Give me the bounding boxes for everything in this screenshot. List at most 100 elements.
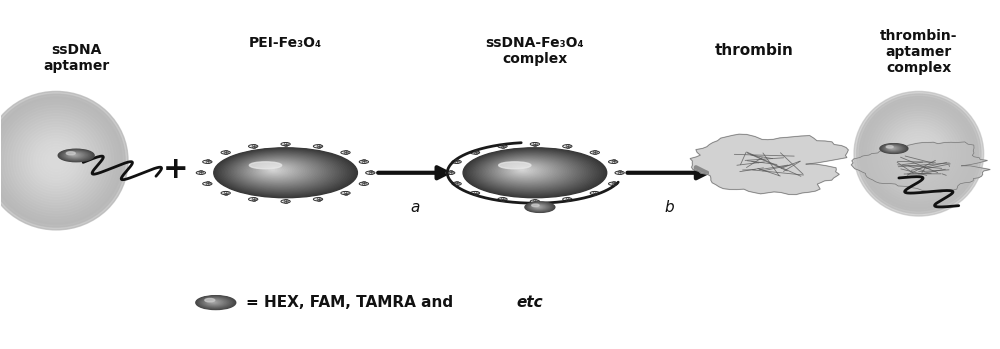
Ellipse shape (463, 148, 607, 198)
Circle shape (530, 204, 548, 210)
Ellipse shape (10, 116, 102, 205)
Circle shape (313, 145, 323, 148)
Ellipse shape (468, 149, 600, 195)
Ellipse shape (518, 168, 528, 172)
Ellipse shape (248, 161, 309, 181)
Text: ⊕: ⊕ (223, 148, 229, 157)
Ellipse shape (249, 162, 282, 169)
Circle shape (888, 147, 897, 150)
Ellipse shape (516, 168, 530, 172)
Circle shape (498, 198, 507, 201)
Ellipse shape (491, 158, 566, 184)
Ellipse shape (22, 127, 91, 194)
Ellipse shape (234, 156, 328, 188)
Ellipse shape (487, 157, 573, 186)
Text: ⊕: ⊕ (610, 179, 616, 188)
Ellipse shape (519, 169, 526, 171)
Circle shape (209, 300, 219, 304)
Circle shape (198, 297, 233, 309)
Circle shape (452, 160, 461, 163)
Ellipse shape (39, 144, 73, 177)
Text: ⊕: ⊕ (282, 197, 289, 206)
Ellipse shape (911, 146, 927, 161)
Ellipse shape (513, 166, 535, 174)
Ellipse shape (252, 162, 302, 179)
Circle shape (886, 146, 893, 148)
Circle shape (880, 144, 908, 153)
Ellipse shape (870, 106, 968, 201)
Circle shape (71, 154, 78, 156)
Circle shape (249, 145, 258, 148)
Circle shape (882, 144, 905, 152)
Text: ⊕: ⊕ (315, 142, 321, 151)
Text: ⊕: ⊕ (532, 140, 538, 149)
Text: ⊕: ⊕ (250, 142, 256, 151)
Circle shape (205, 298, 215, 302)
Circle shape (359, 160, 369, 163)
Circle shape (206, 299, 222, 305)
Circle shape (470, 151, 480, 154)
Text: ⊕: ⊕ (204, 157, 211, 166)
Ellipse shape (880, 116, 958, 191)
Text: etc: etc (517, 295, 544, 310)
Text: ⊕: ⊕ (592, 148, 598, 157)
Circle shape (249, 198, 258, 201)
Ellipse shape (515, 167, 533, 173)
Circle shape (67, 152, 83, 158)
Ellipse shape (258, 164, 294, 177)
Ellipse shape (479, 154, 583, 190)
Circle shape (196, 296, 236, 310)
Ellipse shape (499, 162, 531, 169)
Ellipse shape (509, 165, 541, 176)
Ellipse shape (497, 161, 558, 181)
Ellipse shape (48, 153, 65, 169)
Circle shape (525, 202, 555, 212)
Ellipse shape (261, 165, 290, 175)
Ellipse shape (45, 150, 68, 172)
Circle shape (498, 145, 507, 148)
Text: ⊕: ⊕ (592, 188, 598, 198)
Circle shape (66, 152, 85, 158)
Circle shape (66, 152, 75, 155)
Ellipse shape (495, 160, 560, 182)
Circle shape (609, 160, 618, 163)
Ellipse shape (875, 111, 963, 196)
Ellipse shape (877, 114, 960, 194)
Ellipse shape (239, 157, 321, 186)
Circle shape (529, 203, 549, 210)
Ellipse shape (901, 136, 937, 171)
Ellipse shape (890, 126, 947, 181)
Ellipse shape (28, 133, 85, 188)
Circle shape (615, 171, 624, 174)
Circle shape (891, 148, 894, 149)
Ellipse shape (218, 149, 351, 195)
Ellipse shape (893, 129, 945, 179)
Circle shape (60, 150, 91, 161)
Ellipse shape (472, 151, 594, 193)
Ellipse shape (0, 94, 125, 227)
Ellipse shape (242, 158, 317, 184)
Text: ⊕: ⊕ (282, 140, 289, 149)
Ellipse shape (264, 166, 285, 174)
Circle shape (70, 154, 79, 157)
Circle shape (532, 205, 546, 209)
Ellipse shape (872, 109, 966, 199)
Ellipse shape (500, 162, 554, 180)
Text: = HEX, FAM, TAMRA and: = HEX, FAM, TAMRA and (246, 295, 458, 310)
Ellipse shape (0, 91, 128, 230)
Text: ⊕: ⊕ (610, 157, 616, 166)
Ellipse shape (488, 157, 571, 186)
Ellipse shape (490, 158, 569, 185)
Ellipse shape (478, 153, 586, 191)
Ellipse shape (33, 139, 79, 183)
Ellipse shape (475, 152, 590, 192)
Text: b: b (665, 200, 674, 215)
Text: ⊕: ⊕ (499, 195, 506, 204)
Text: ⊕: ⊕ (453, 157, 460, 166)
Text: ⊕: ⊕ (564, 195, 571, 204)
Circle shape (470, 191, 480, 195)
Circle shape (452, 182, 461, 185)
Circle shape (72, 154, 77, 156)
Text: ssDNA-Fe₃O₄
complex: ssDNA-Fe₃O₄ complex (486, 36, 584, 66)
Circle shape (359, 182, 369, 185)
